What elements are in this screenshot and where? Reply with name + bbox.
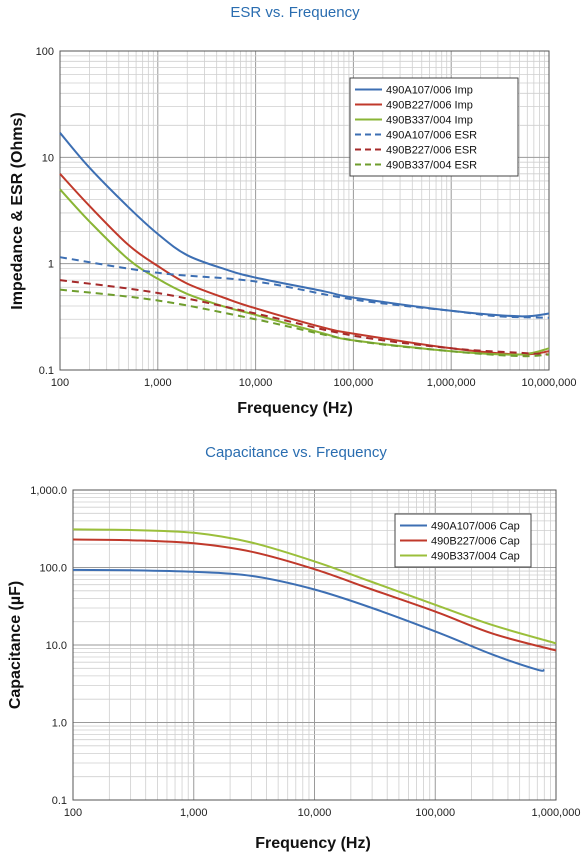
legend-label: 490A107/006 Imp [386, 85, 473, 97]
x-tick-label: 100 [51, 377, 69, 389]
plot-area [59, 50, 550, 371]
legend-label: 490A107/006 Cap [431, 521, 520, 533]
legend-label: 490B337/004 ESR [386, 160, 477, 172]
capacitance-chart: Capacitance vs. Frequency 100 1,000 10,000… [7, 444, 580, 852]
legend-label: 490B227/006 Cap [431, 536, 520, 548]
chart-title: ESR vs. Frequency [230, 4, 360, 21]
x-tick-label: 1,000 [180, 807, 208, 819]
x-tick-label: 1,000,000 [427, 377, 476, 389]
series-line [59, 279, 550, 356]
series-line [59, 288, 550, 358]
x-tick-label: 10,000 [298, 807, 332, 819]
series-line [59, 132, 550, 318]
series-line [59, 173, 550, 356]
y-axis-label: Capacitance (µF) [7, 581, 24, 709]
y-tick-label: 1 [48, 259, 54, 271]
legend-label: 490A107/006 ESR [386, 130, 477, 142]
x-tick-label: 10,000,000 [521, 377, 576, 389]
plot-area [72, 489, 557, 801]
x-tick-label: 100 [64, 807, 82, 819]
legend-label: 490B337/004 Imp [386, 115, 473, 127]
x-tick-label: 100,000 [415, 807, 455, 819]
y-tick-label: 0.1 [39, 365, 54, 377]
x-tick-label: 1,000,000 [532, 807, 581, 819]
legend: 490A107/006 Cap 490B227/006 Cap 490B337/00… [394, 513, 532, 568]
y-tick-label: 10 [42, 152, 54, 164]
y-tick-label: 10.0 [46, 640, 67, 652]
y-tick-label: 100 [36, 46, 54, 58]
x-axis-label: Frequency (Hz) [255, 835, 371, 852]
series-line [59, 188, 550, 356]
y-tick-label: 1.0 [52, 718, 67, 730]
y-axis-label: Impedance & ESR (Ohms) [9, 112, 26, 309]
esr-chart: ESR vs. Frequency 100 1,000 10,000 100,000 1… [9, 4, 577, 417]
series-line [59, 256, 550, 319]
legend-box [349, 77, 519, 177]
y-tick-label: 0.1 [52, 795, 67, 807]
y-tick-label: 1,000.0 [30, 485, 67, 497]
series-line [72, 568, 546, 672]
series-line [72, 538, 557, 652]
x-tick-label: 100,000 [334, 377, 374, 389]
x-axis-label: Frequency (Hz) [237, 400, 353, 417]
legend-label: 490B227/006 ESR [386, 145, 477, 157]
legend-label: 490B337/004 Cap [431, 551, 520, 563]
legend: 490A107/006 Imp 490B227/006 Imp 490B337/00… [349, 77, 519, 177]
series-line [72, 528, 557, 645]
y-tick-label: 100.0 [39, 563, 67, 575]
legend-label: 490B227/006 Imp [386, 100, 473, 112]
chart-title: Capacitance vs. Frequency [205, 444, 387, 461]
x-tick-label: 1,000 [144, 377, 172, 389]
x-tick-label: 10,000 [239, 377, 273, 389]
